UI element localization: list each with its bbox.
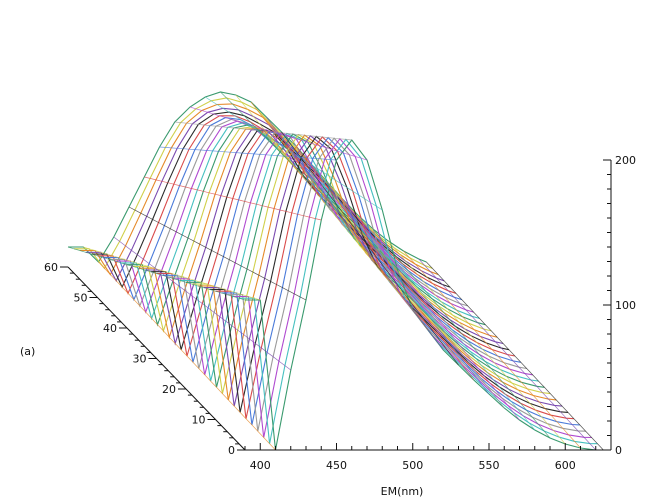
z-tick-label: 200 bbox=[615, 154, 636, 167]
surface-wavelength-line bbox=[281, 131, 459, 366]
z-tick-label: 100 bbox=[615, 299, 636, 312]
surface-wavelength-line bbox=[372, 228, 551, 439]
surface-wavelength-line bbox=[83, 246, 261, 301]
surface-strip bbox=[91, 112, 456, 294]
surface-strip bbox=[239, 139, 604, 450]
surface-wavelength-line bbox=[342, 198, 520, 421]
y-tick-label: 0 bbox=[228, 444, 235, 457]
surface-wavelength-line bbox=[67, 246, 246, 301]
surface-strip bbox=[97, 115, 462, 300]
y-tick-label: 60 bbox=[44, 261, 58, 274]
surface-strip bbox=[79, 103, 445, 281]
surface-wavelength-line bbox=[235, 94, 414, 311]
x-tick-label: 450 bbox=[326, 459, 347, 472]
x-tick-label: 550 bbox=[479, 459, 500, 472]
surface-mesh bbox=[67, 91, 604, 451]
surface-wavelength-line bbox=[296, 146, 475, 381]
surface-wavelength-line bbox=[388, 240, 566, 445]
x-tick-label: 600 bbox=[555, 459, 576, 472]
y-tick-label: 10 bbox=[192, 414, 206, 427]
surface-wavelength-line bbox=[144, 176, 322, 221]
surface-wavelength-line bbox=[128, 206, 307, 301]
surface-wavelength-line bbox=[357, 214, 536, 431]
z-tick-label: 0 bbox=[615, 444, 622, 457]
y-tick-label: 50 bbox=[74, 292, 88, 305]
surface-strip bbox=[85, 108, 450, 288]
surface-wavelength-line bbox=[98, 261, 276, 451]
surface-wavelength-line bbox=[266, 116, 444, 351]
surface-wavelength-line bbox=[159, 146, 337, 161]
panel-label: (a) bbox=[20, 345, 35, 358]
surface-wavelength-line bbox=[174, 121, 352, 141]
surface-wavelength-line bbox=[311, 164, 490, 395]
x-axis-title: EM(nm) bbox=[381, 485, 424, 498]
x-tick-label: 500 bbox=[402, 459, 423, 472]
surface-wavelength-line bbox=[327, 181, 505, 409]
y-tick-label: 30 bbox=[133, 353, 147, 366]
y-tick-label: 40 bbox=[103, 322, 117, 335]
x-tick-label: 400 bbox=[250, 459, 271, 472]
surface-wavelength-line bbox=[113, 236, 292, 371]
surface-wavelength-line bbox=[418, 258, 597, 451]
y-tick-label: 20 bbox=[162, 383, 176, 396]
surface-wavelength-line bbox=[426, 261, 604, 451]
surface-wavelength-line bbox=[403, 250, 581, 449]
surface-wavelength-line bbox=[250, 101, 429, 331]
